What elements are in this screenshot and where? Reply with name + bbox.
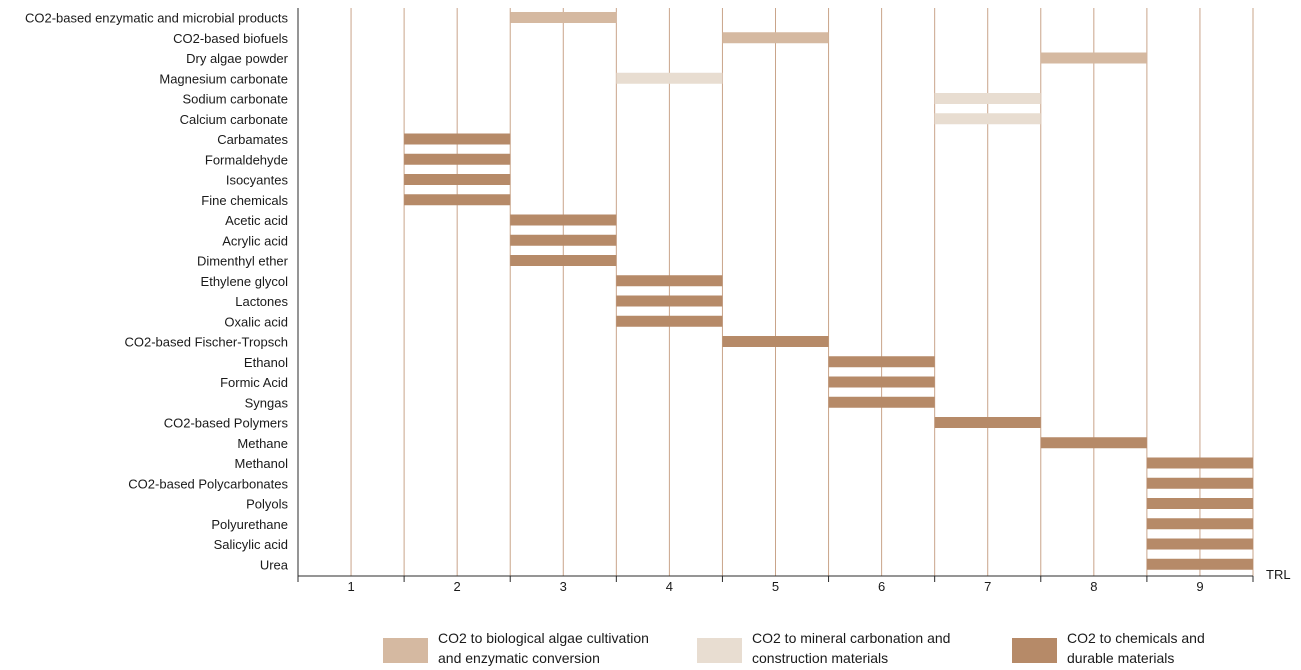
legend-line: and enzymatic conversion: [438, 650, 600, 666]
bar: [1146, 558, 1253, 570]
row-label: Fine chemicals: [201, 193, 288, 208]
bar: [828, 356, 935, 368]
x-tick-label: 8: [1090, 579, 1097, 594]
legend-line: CO2 to mineral carbonation and: [752, 630, 951, 646]
x-tick-label: 5: [772, 579, 779, 594]
bar: [404, 153, 511, 165]
row-label: Ethanol: [244, 355, 288, 370]
legend-line: CO2 to biological algae cultivation: [438, 630, 649, 646]
row-label: Lactones: [235, 294, 288, 309]
legend-line: durable materials: [1067, 650, 1175, 666]
bar: [404, 133, 511, 145]
bar: [1146, 538, 1253, 550]
bar: [404, 174, 511, 185]
x-tick-label: 6: [878, 579, 885, 594]
row-label: Dry algae powder: [186, 51, 289, 66]
row-label: Methane: [237, 436, 288, 451]
row-label: Ethylene glycol: [201, 274, 289, 289]
row-label: CO2-based Fischer-Tropsch: [124, 335, 288, 350]
x-axis-title: TRL: [1266, 567, 1291, 582]
grid-lines: [297, 8, 1254, 576]
bar: [1040, 52, 1147, 64]
bar: [404, 194, 511, 206]
bar: [616, 315, 723, 327]
bar: [1146, 518, 1253, 530]
row-label: Sodium carbonate: [182, 92, 288, 107]
row-label: Formic Acid: [220, 375, 288, 390]
bar: [616, 295, 723, 307]
row-label: Acetic acid: [225, 213, 288, 228]
row-label: Carbamates: [217, 132, 288, 147]
bar: [1040, 437, 1147, 449]
bar: [1146, 457, 1253, 469]
row-label: CO2-based Polymers: [164, 416, 289, 431]
bar: [510, 12, 617, 23]
row-label: CO2-based Polycarbonates: [128, 476, 288, 491]
row-label: Salicylic acid: [214, 537, 288, 552]
row-labels: CO2-based enzymatic and microbial produc…: [25, 11, 289, 573]
row-label: Acrylic acid: [222, 233, 288, 248]
row-label: Syngas: [245, 395, 289, 410]
x-axis: 1 2 3 4 5 6 7 8 9 TRL: [297, 567, 1291, 594]
row-label: Formaldehyde: [205, 152, 288, 167]
row-label: Polyols: [246, 497, 288, 512]
bar: [1146, 498, 1253, 509]
x-tick-label: 9: [1196, 579, 1203, 594]
bars: [404, 12, 1253, 570]
row-label: Urea: [260, 557, 289, 572]
legend-line: CO2 to chemicals and: [1067, 630, 1205, 646]
legend-item-mineral: CO2 to mineral carbonation and construct…: [697, 628, 1002, 668]
legend-text-chemicals: CO2 to chemicals and durable materials: [1067, 628, 1301, 668]
bar: [510, 255, 617, 266]
row-label: Methanol: [235, 456, 289, 471]
bar: [934, 417, 1041, 428]
legend: CO2 to biological algae cultivation and …: [0, 628, 1301, 670]
legend-item-algae: CO2 to biological algae cultivation and …: [383, 628, 688, 668]
legend-swatch-algae: [383, 638, 428, 663]
bar: [616, 72, 723, 84]
row-label: Dimenthyl ether: [197, 254, 289, 269]
bar: [510, 214, 617, 226]
bar: [616, 275, 723, 287]
bar: [828, 396, 935, 408]
bar: [722, 32, 829, 44]
bar: [722, 336, 829, 347]
row-label: Polyurethane: [211, 517, 288, 532]
row-label: Calcium carbonate: [180, 112, 288, 127]
bar: [510, 234, 617, 246]
x-tick-label: 4: [666, 579, 673, 594]
bar: [934, 93, 1041, 104]
legend-swatch-mineral: [697, 638, 742, 663]
x-tick-label: 1: [347, 579, 354, 594]
bar: [1146, 477, 1253, 489]
bar: [828, 376, 935, 388]
row-label: Isocyantes: [226, 173, 289, 188]
legend-text-mineral: CO2 to mineral carbonation and construct…: [752, 628, 1002, 668]
legend-text-algae: CO2 to biological algae cultivation and …: [438, 628, 688, 668]
legend-line: construction materials: [752, 650, 889, 666]
x-tick-label: 3: [560, 579, 567, 594]
bar: [934, 113, 1041, 125]
row-label: Magnesium carbonate: [159, 71, 288, 86]
row-label: CO2-based biofuels: [173, 31, 288, 46]
legend-item-chemicals: CO2 to chemicals and durable materials: [1012, 628, 1301, 668]
x-tick-label: 7: [984, 579, 991, 594]
legend-swatch-chemicals: [1012, 638, 1057, 663]
row-label: CO2-based enzymatic and microbial produc…: [25, 11, 289, 26]
row-label: Oxalic acid: [224, 314, 288, 329]
x-tick-label: 2: [454, 579, 461, 594]
